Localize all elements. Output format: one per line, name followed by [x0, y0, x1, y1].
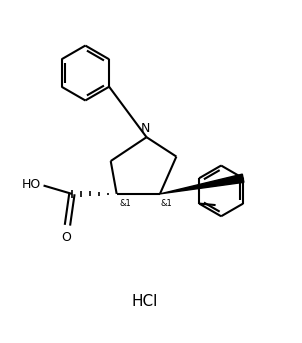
Text: HO: HO — [22, 178, 41, 191]
Text: O: O — [61, 230, 71, 244]
Text: &1: &1 — [161, 199, 172, 208]
Text: &1: &1 — [119, 199, 131, 208]
Text: N: N — [141, 122, 151, 135]
Text: HCl: HCl — [132, 294, 158, 309]
Polygon shape — [160, 174, 244, 194]
